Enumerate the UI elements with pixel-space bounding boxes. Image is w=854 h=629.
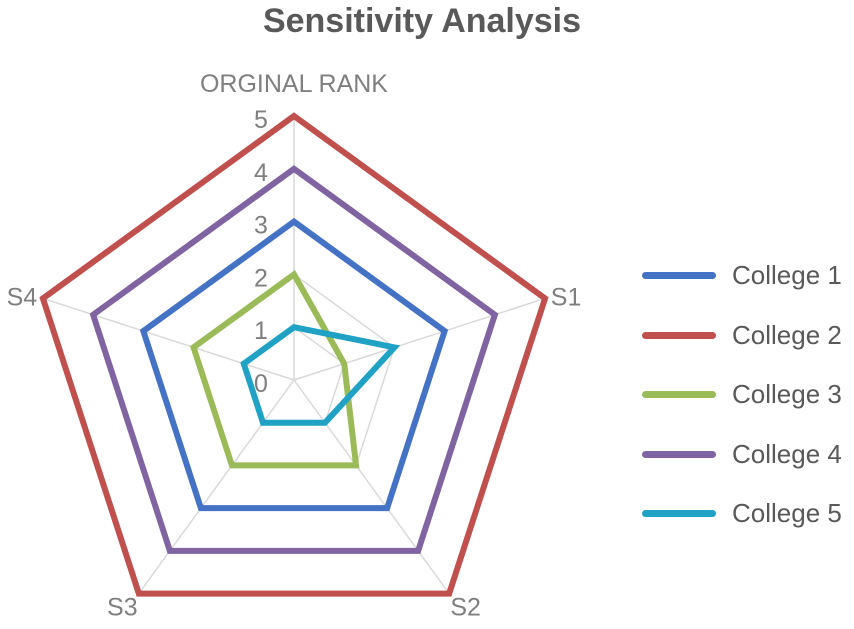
legend-item-college-3: College 3 [642, 365, 842, 425]
legend-item-college-5: College 5 [642, 484, 842, 544]
tick-label-3: 3 [254, 212, 268, 240]
legend-swatch [642, 450, 716, 458]
legend-item-college-1: College 1 [642, 246, 842, 306]
legend-label: College 5 [732, 498, 842, 529]
axis-label-s4: S4 [7, 284, 38, 312]
legend-item-college-4: College 4 [642, 425, 842, 485]
series-college-2 [39, 112, 549, 597]
legend-label: College 3 [732, 379, 842, 410]
legend-swatch [642, 331, 716, 339]
axis-spoke-s3 [138, 379, 295, 595]
tick-label-4: 4 [254, 159, 268, 187]
axis-label-s1: S1 [551, 284, 582, 312]
radar-chart: 0 1 2 3 4 5 ORGINAL RANK S1 S2 S3 S4 [7, 70, 582, 622]
tick-label-1: 1 [254, 317, 268, 345]
legend-label: College 1 [732, 260, 842, 291]
radar-tick-labels: 0 1 2 3 4 5 [254, 106, 268, 398]
legend-item-college-2: College 2 [642, 306, 842, 366]
axis-label-s2: S2 [450, 594, 481, 622]
axis-label-s3: S3 [107, 594, 138, 622]
axis-label-orginal-rank: ORGINAL RANK [200, 70, 388, 98]
series-college-3 [190, 269, 360, 469]
legend-swatch [642, 510, 716, 518]
series-college-5 [240, 323, 401, 426]
radar-axis-labels: ORGINAL RANK S1 S2 S3 S4 [7, 70, 582, 622]
axis-spoke-s1 [293, 297, 546, 381]
tick-label-5: 5 [254, 106, 268, 134]
tick-label-2: 2 [254, 264, 268, 292]
series-college-4 [89, 165, 499, 554]
legend-swatch [642, 272, 716, 280]
chart-legend: College 1 College 2 College 3 College 4 Coll… [642, 246, 842, 544]
tick-label-0: 0 [254, 370, 268, 398]
legend-swatch [642, 391, 716, 399]
legend-label: College 2 [732, 319, 842, 350]
series-college-1 [139, 217, 449, 512]
legend-label: College 4 [732, 438, 842, 469]
chart-title: Sensitivity Analysis [262, 2, 582, 40]
axis-spoke-s4 [42, 297, 295, 381]
radar-series [39, 112, 549, 597]
axis-spoke-s2 [293, 379, 450, 595]
